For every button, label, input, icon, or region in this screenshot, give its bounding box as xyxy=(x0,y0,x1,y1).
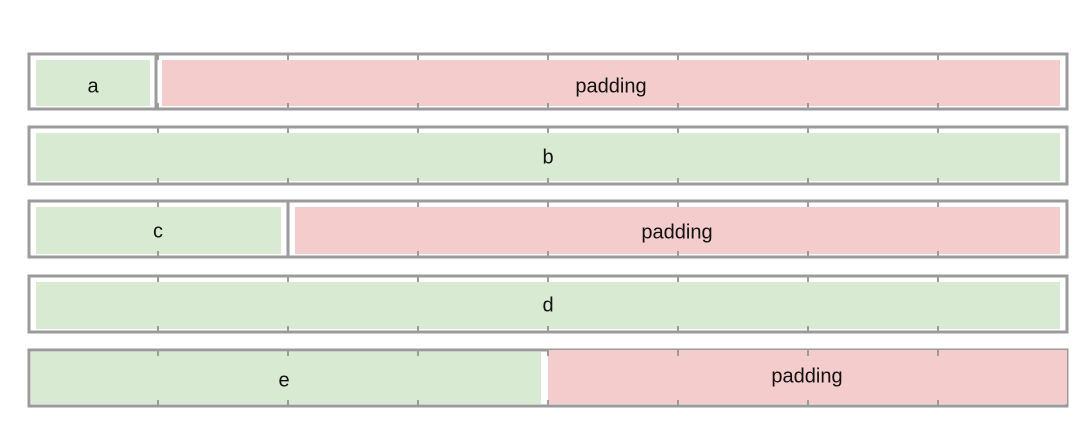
item-cell xyxy=(36,282,1060,329)
item-cell xyxy=(31,352,541,404)
item-cell xyxy=(36,207,281,254)
item-label: d xyxy=(542,294,553,316)
padding-cell xyxy=(162,60,1060,106)
row: a padding xyxy=(27,52,1069,111)
row: b xyxy=(27,125,1069,186)
item-label: c xyxy=(153,220,163,242)
item-cell xyxy=(36,60,150,106)
row: c padding xyxy=(27,199,1069,259)
item-label: e xyxy=(278,369,289,391)
row: d xyxy=(27,274,1069,334)
padding-label: padding xyxy=(575,75,646,97)
padding-cell xyxy=(548,350,1067,404)
item-label: a xyxy=(87,75,99,97)
row: e padding xyxy=(27,348,1069,408)
item-label: b xyxy=(542,146,553,168)
padding-label: padding xyxy=(771,365,842,387)
column-ticks xyxy=(157,54,939,406)
padding-label: padding xyxy=(641,221,712,243)
padding-cell xyxy=(295,207,1060,254)
item-cell xyxy=(36,133,1060,181)
